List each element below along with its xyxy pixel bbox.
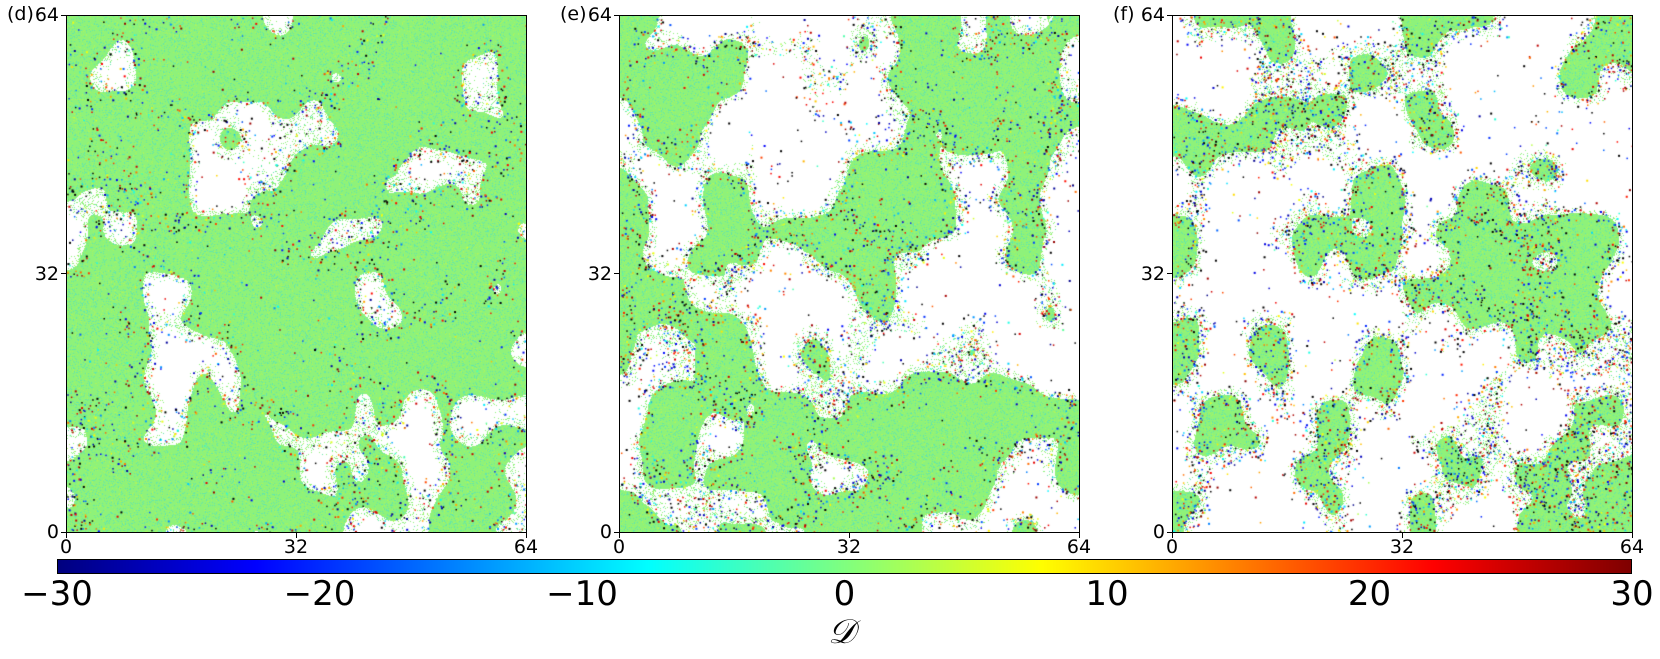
scatter-panel-d <box>66 15 527 533</box>
colorbar-tick-label: 0 <box>833 574 856 614</box>
scatter-panel-f <box>1172 15 1633 533</box>
colorbar-tick-label: −10 <box>546 574 618 614</box>
y-tick-label: 0 <box>46 521 59 543</box>
scatter-points <box>67 16 526 532</box>
colorbar-tick-label: −20 <box>283 574 356 614</box>
y-tick-label: 32 <box>587 262 612 285</box>
x-tick-mark <box>1401 533 1403 538</box>
colorbar-tick-label: −30 <box>21 574 93 614</box>
y-tick-mark <box>61 14 66 16</box>
scatter-points <box>620 16 1079 532</box>
x-tick-mark <box>295 533 297 538</box>
x-tick-mark <box>525 533 527 538</box>
y-tick-mark <box>1167 531 1172 533</box>
y-tick-label: 32 <box>1140 262 1165 285</box>
x-tick-label: 32 <box>1389 536 1415 558</box>
y-tick-label: 64 <box>34 4 59 26</box>
colorbar-tick-label: 30 <box>1610 574 1654 614</box>
x-tick-mark <box>618 533 620 538</box>
colorbar-tick-label: 20 <box>1347 574 1392 614</box>
x-tick-label: 0 <box>59 536 73 558</box>
x-tick-mark <box>1171 533 1173 538</box>
y-tick-mark <box>614 273 619 274</box>
x-tick-label: 32 <box>836 536 862 558</box>
y-tick-mark <box>614 14 619 16</box>
y-tick-mark <box>1167 14 1172 16</box>
x-tick-label: 0 <box>612 536 626 558</box>
panel-label-e: (e) <box>560 3 587 25</box>
x-tick-label: 0 <box>1165 536 1179 558</box>
scatter-panel-e <box>619 15 1080 533</box>
y-tick-mark <box>61 273 66 274</box>
x-tick-mark <box>65 533 67 538</box>
colorbar <box>57 559 1632 574</box>
x-tick-label: 64 <box>513 536 539 558</box>
panel-label-f: (f) <box>1113 3 1135 25</box>
y-tick-label: 0 <box>599 521 612 543</box>
y-tick-label: 32 <box>34 262 59 285</box>
y-tick-label: 64 <box>1140 4 1165 26</box>
colorbar-label: 𝒟 <box>828 612 856 652</box>
x-tick-mark <box>1078 533 1080 538</box>
x-tick-mark <box>848 533 850 538</box>
y-tick-mark <box>1167 273 1172 274</box>
colorbar-tick-label: 10 <box>1085 574 1129 614</box>
x-tick-label: 64 <box>1066 536 1092 558</box>
scatter-points <box>1173 16 1632 532</box>
y-tick-mark <box>61 531 66 533</box>
y-tick-label: 0 <box>1152 521 1165 543</box>
x-tick-label: 32 <box>283 536 309 558</box>
x-tick-label: 64 <box>1619 536 1645 558</box>
x-tick-mark <box>1631 533 1633 538</box>
panel-label-d: (d) <box>7 3 34 25</box>
y-tick-mark <box>614 531 619 533</box>
y-tick-label: 64 <box>587 4 612 26</box>
